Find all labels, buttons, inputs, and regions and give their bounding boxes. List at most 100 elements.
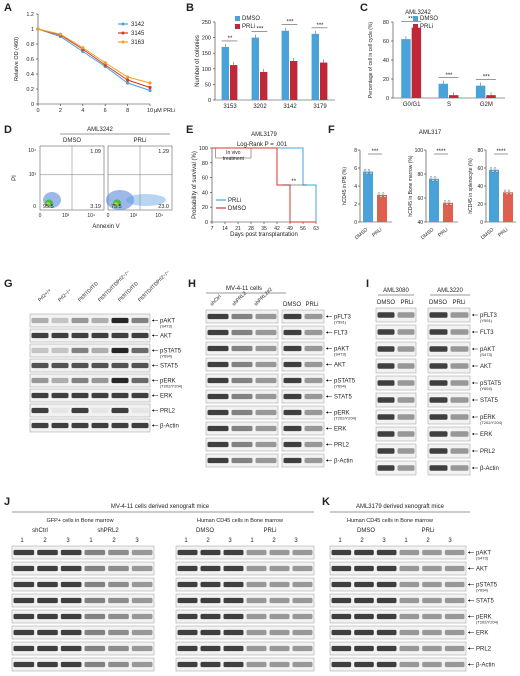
h-blot-drug-band xyxy=(304,409,323,416)
g-blot-band xyxy=(111,347,129,354)
d-quad-value: 95.5 xyxy=(43,204,54,210)
f-ylabel: hCD45 in Bone marrow (%) xyxy=(408,155,414,216)
f-ytick-label: 2 xyxy=(354,202,357,208)
j-lane-label: 1 xyxy=(184,538,188,544)
h-blot-sh-band xyxy=(255,377,277,384)
panel-label-d: D xyxy=(4,124,12,136)
j-blot-drug-frame xyxy=(175,545,315,560)
panel-label-k: K xyxy=(322,496,330,508)
a-point xyxy=(103,63,107,67)
f-dot xyxy=(449,203,453,206)
k-blot-band xyxy=(399,549,420,556)
i-blot-b-frame xyxy=(427,409,471,425)
k-blot-frame xyxy=(329,657,467,672)
i-lane-label: DMSO xyxy=(377,300,395,306)
f-dot xyxy=(493,167,497,170)
j-blot-drug-frame xyxy=(175,593,315,608)
g-blot-band xyxy=(51,422,69,429)
j-blot-drug-band xyxy=(246,661,267,668)
a-ytick-label: 0.6 xyxy=(26,57,34,63)
j-sub-label: GFP+ cells in Bone marrow xyxy=(46,518,113,524)
e-xtick-label: 7 xyxy=(211,226,214,232)
j-blot-drug-band xyxy=(269,597,290,604)
c-bar-DMSO xyxy=(401,39,411,98)
g-blot-band xyxy=(111,392,129,399)
f-dot xyxy=(443,200,447,203)
g-blot-band xyxy=(131,422,149,429)
g-blot-frame xyxy=(29,373,151,388)
h-title: MV-4-11 cells xyxy=(226,286,262,292)
j-blot-drug-band xyxy=(223,565,244,572)
i-protein-label: pSTAT5 xyxy=(480,381,502,387)
k-blot-band xyxy=(331,629,352,636)
k-protein-arrowhead xyxy=(468,631,470,634)
k-blot-band xyxy=(376,565,397,572)
j-blot-sh-band xyxy=(37,645,58,652)
g-blot-band xyxy=(91,422,109,429)
i-blot-a-frame xyxy=(375,375,417,391)
b-ytick-label: 250 xyxy=(202,20,211,26)
f-dot xyxy=(507,189,511,192)
k-blot-band xyxy=(422,613,442,620)
f-category-label: DMSO xyxy=(354,227,369,241)
h-blot-sh-band xyxy=(207,329,229,336)
j-blot-sh-band xyxy=(13,597,35,604)
g-protein-label: pAKT xyxy=(160,319,175,325)
h-blot-drug-band xyxy=(304,361,323,368)
i-blot-b-band xyxy=(450,363,469,369)
j-blot-sh-frame xyxy=(11,609,155,624)
j-blot-drug-band xyxy=(177,629,198,636)
a-series-line-3163 xyxy=(37,28,151,84)
h-blot-drug-band xyxy=(283,393,302,400)
g-blot-band xyxy=(51,392,69,399)
a-xtick-label: 2 xyxy=(59,108,62,114)
h-blot-sh-band xyxy=(255,441,277,448)
i-blot-b-band xyxy=(450,397,469,403)
i-blot-b-frame xyxy=(427,426,471,442)
i-blot-a-band xyxy=(377,397,395,403)
b-ytick-label: 50 xyxy=(205,82,211,88)
c-ylabel: Percentage of cell in cell cycle (%) xyxy=(368,22,374,98)
e-ytick-label: 0 xyxy=(205,220,208,226)
e-sig-label: ** xyxy=(291,179,296,185)
k-blot-band xyxy=(422,565,442,572)
j-blot-sh-band xyxy=(37,565,58,572)
j-blot-drug-frame xyxy=(175,625,315,640)
k-lane-label: 2 xyxy=(360,538,364,544)
k-blot-band xyxy=(444,565,465,572)
g-blot-band xyxy=(91,362,109,369)
k-blot-band xyxy=(354,597,374,604)
b-legend-label: DMSO xyxy=(242,16,260,22)
c-ytick-label: 60 xyxy=(383,39,389,45)
g-blot-band xyxy=(71,422,89,429)
d-quad-value: 1.29 xyxy=(158,149,169,155)
f-bar-PRLi xyxy=(443,202,453,222)
b-sig-label: *** xyxy=(316,23,324,29)
a-ytick-label: 1.2 xyxy=(26,12,34,18)
f-ytick-label: 60 xyxy=(477,166,483,172)
i-blot-a-band xyxy=(377,363,395,369)
k-blot-frame xyxy=(329,609,467,624)
d-density-tail xyxy=(126,194,166,206)
i-protein-arrowhead xyxy=(472,449,474,453)
j-lane-label: 3 xyxy=(135,538,139,544)
f-dot xyxy=(379,195,383,198)
b-sig-label: *** xyxy=(256,27,264,33)
j-blot-drug-band xyxy=(269,549,290,556)
k-blot-band xyxy=(376,645,397,652)
g-blot-band xyxy=(31,332,49,339)
f-dot xyxy=(365,171,369,175)
h-protein-sub: (S473) xyxy=(334,352,347,357)
i-blot-a-band xyxy=(397,312,415,318)
j-blot-sh-band xyxy=(84,645,106,652)
h-protein-sub: (Y591) xyxy=(334,320,347,325)
k-lane-label: 2 xyxy=(426,538,430,544)
h-blot-sh-band xyxy=(255,313,277,320)
k-protein-label: PRL2 xyxy=(476,647,492,653)
c-sig-label: *** xyxy=(445,73,453,79)
g-protein-arrowhead xyxy=(152,424,154,427)
f-bar-PRLi xyxy=(377,195,387,222)
k-blot-band xyxy=(422,581,442,588)
i-blot-b-frame xyxy=(427,375,471,391)
i-protein-arrowhead xyxy=(472,347,474,351)
